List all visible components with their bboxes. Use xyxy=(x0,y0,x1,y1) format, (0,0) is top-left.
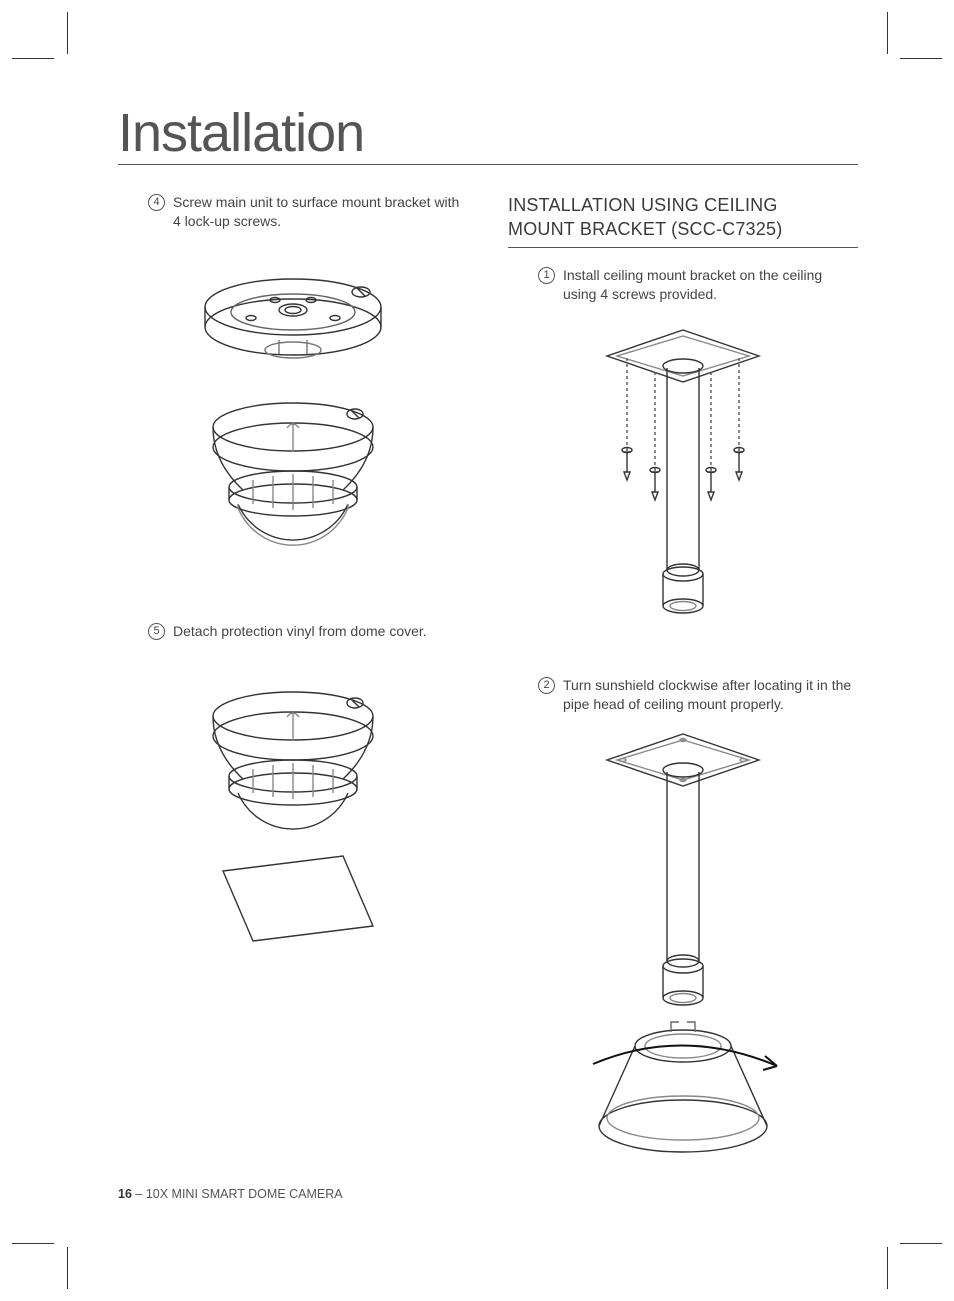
footer-title: 10X MINI SMART DOME CAMERA xyxy=(146,1187,343,1201)
crop-mark xyxy=(67,12,68,54)
crop-mark xyxy=(900,1243,942,1244)
step-number-icon: 4 xyxy=(148,194,165,211)
section-title: Installation xyxy=(118,105,858,165)
right-column: INSTALLATION USING CEILING MOUNT BRACKET… xyxy=(508,193,858,1156)
step-1: 1 Install ceiling mount bracket on the c… xyxy=(508,266,858,304)
crop-mark xyxy=(67,1247,68,1289)
footer-separator: – xyxy=(132,1187,146,1201)
crop-mark xyxy=(887,12,888,54)
page-number: 16 xyxy=(118,1187,132,1201)
step-5: 5 Detach protection vinyl from dome cove… xyxy=(118,622,468,641)
step-text: Detach protection vinyl from dome cover. xyxy=(173,622,468,641)
figure-detach-vinyl xyxy=(118,671,468,961)
step-text: Install ceiling mount bracket on the cei… xyxy=(563,266,858,304)
step-4: 4 Screw main unit to surface mount brack… xyxy=(118,193,468,231)
figure-sunshield-rotate xyxy=(508,726,858,1156)
two-column-layout: 4 Screw main unit to surface mount brack… xyxy=(118,193,858,1156)
step-text: Screw main unit to surface mount bracket… xyxy=(173,193,468,231)
heading-line-2: MOUNT BRACKET (SCC-C7325) xyxy=(508,219,782,239)
page-footer: 16 – 10X MINI SMART DOME CAMERA xyxy=(118,1187,343,1201)
figure-ceiling-bracket-install xyxy=(508,322,858,642)
step-number-icon: 5 xyxy=(148,623,165,640)
subsection-heading: INSTALLATION USING CEILING MOUNT BRACKET… xyxy=(508,193,858,249)
crop-mark xyxy=(887,1247,888,1289)
content-area: Installation 4 Screw main unit to surfac… xyxy=(118,105,858,1156)
page: Installation 4 Screw main unit to surfac… xyxy=(0,0,954,1301)
step-text: Turn sunshield clockwise after locating … xyxy=(563,676,858,714)
crop-mark xyxy=(12,1243,54,1244)
left-column: 4 Screw main unit to surface mount brack… xyxy=(118,193,468,1156)
crop-mark xyxy=(900,58,942,59)
step-number-icon: 2 xyxy=(538,677,555,694)
crop-mark xyxy=(12,58,54,59)
heading-line-1: INSTALLATION USING CEILING xyxy=(508,195,778,215)
step-number-icon: 1 xyxy=(538,267,555,284)
figure-surface-mount-assembly xyxy=(118,252,468,582)
step-2: 2 Turn sunshield clockwise after locatin… xyxy=(508,676,858,714)
